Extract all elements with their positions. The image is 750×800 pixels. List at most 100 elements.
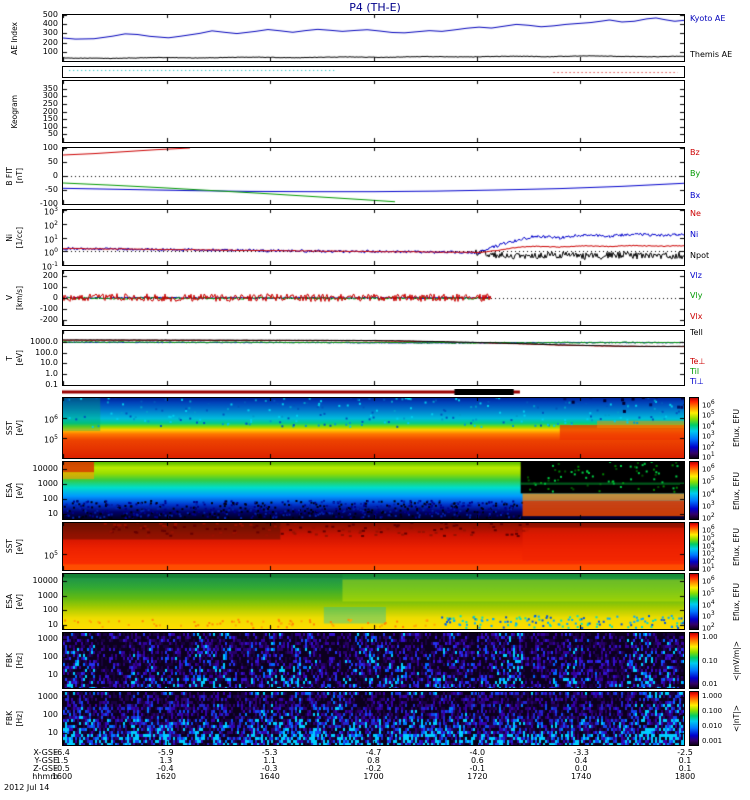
colorbar-sst_elec <box>689 522 699 571</box>
ytick-v: -100 <box>39 303 58 313</box>
xaxis-value: -0.2 <box>365 764 382 773</box>
panel-mode <box>62 389 685 395</box>
ytick-fbk_e: 100 <box>42 651 58 661</box>
xaxis-value: -0.5 <box>54 764 70 773</box>
colorbar-unit-text: <|mV/m|> <box>732 640 741 681</box>
panel-ni <box>62 209 685 266</box>
xaxis-value: 1.5 <box>55 756 69 765</box>
xaxis-value: 0.6 <box>470 756 484 765</box>
ytick-v: 0 <box>52 293 58 302</box>
ytick-esa_elec: 1000 <box>37 590 58 600</box>
panel-esa_ion-canvas <box>63 462 684 519</box>
series-label-ThemisAE: Themis AE <box>690 50 733 60</box>
panel-v-canvas <box>63 271 684 325</box>
colorbar-tick-sst_ion: 105 <box>702 409 715 420</box>
colorbar-tick-sst_ion: 103 <box>702 430 715 441</box>
ylabel-text: ESA <box>4 483 14 498</box>
panel-sst_elec-canvas <box>63 523 684 570</box>
ylabel-sst_elec: SST [eV] <box>2 522 26 571</box>
colorbar-tick-sst_elec: 102 <box>702 555 715 566</box>
series-label-Vly: Vly <box>690 291 703 301</box>
colorbar-fbk_b <box>689 691 699 746</box>
colorbar-unit-text: Eflux, EFU <box>732 527 741 566</box>
ylabel-text: FBK <box>4 711 14 726</box>
colorbar-tick-esa_ion: 106 <box>702 463 715 474</box>
ylabel-text: V <box>4 295 14 301</box>
panel-fbk_e-canvas <box>63 633 684 688</box>
series-label-Tell: Tell <box>690 327 703 337</box>
ytick-fbk_b: 100 <box>42 709 58 719</box>
panel-sst_ion <box>62 397 685 459</box>
ytick-ni: 10-1 <box>41 261 58 272</box>
xaxis-row-label-YGSE: Y-GSE <box>34 756 58 765</box>
colorbar-tick-sst_ion: 102 <box>702 440 715 451</box>
ytick-fbk_e: 1000 <box>37 633 58 643</box>
ytick-keogram: 200 <box>42 106 58 116</box>
xaxis-row-label-XGSE: X-GSE <box>33 748 58 757</box>
xaxis-value: 0.1 <box>678 764 692 773</box>
ytick-fbk_e: 10 <box>47 670 58 680</box>
series-label-Ti: Ti⊥ <box>690 376 704 386</box>
ytick-esa_elec: 100 <box>42 605 58 615</box>
colorbar-tick-fbk_e: 0.01 <box>702 680 718 688</box>
series-label-Bx: Bx <box>690 190 701 200</box>
xaxis-value: 1640 <box>259 772 280 781</box>
ylabel-text: SST <box>4 420 14 436</box>
ytick-esa_elec: 10000 <box>32 575 58 585</box>
panel-v <box>62 270 685 326</box>
colorbar-tick-sst_elec: 104 <box>702 539 715 550</box>
colorbar-sst_ion <box>689 397 699 459</box>
ytick-ni: 102 <box>43 219 58 231</box>
ytick-esa_ion: 10 <box>47 509 58 519</box>
panel-t-canvas <box>63 331 684 385</box>
ytick-ni: 100 <box>43 247 58 258</box>
ytick-keogram: 350 <box>42 83 58 93</box>
panel-ae <box>62 14 685 62</box>
colorbar-tick-esa_ion: 103 <box>702 499 715 511</box>
ytick-esa_ion: 10000 <box>32 464 58 474</box>
series-label-Npot: Npot <box>690 250 710 260</box>
colorbar-tick-sst_ion: 106 <box>702 399 715 410</box>
panel-esa_elec <box>62 573 685 630</box>
colorbar-tick-esa_elec: 105 <box>702 586 715 598</box>
series-label-Vlz: Vlz <box>690 270 702 280</box>
panel-flag <box>62 66 685 78</box>
xaxis-value: -6.4 <box>54 748 70 757</box>
ytick-v: 200 <box>42 271 58 281</box>
ytick-keogram: 250 <box>42 98 58 108</box>
ytick-t: 1000.0 <box>30 336 58 346</box>
panel-bfit-canvas <box>63 148 684 204</box>
xaxis-value: 1.1 <box>263 756 276 765</box>
colorbar-tick-sst_ion: 104 <box>702 419 715 431</box>
ytick-ae: 300 <box>42 28 58 38</box>
ytick-esa_ion: 1000 <box>37 479 58 489</box>
ytick-esa_elec: 10 <box>47 619 58 629</box>
ytick-ae: 100 <box>42 46 58 56</box>
colorbar-tick-esa_ion: 104 <box>702 487 715 498</box>
colorbar-esa_elec <box>689 573 699 630</box>
panel-bfit <box>62 147 685 205</box>
colorbar-fbk_e <box>689 632 699 689</box>
colorbar-tick-fbk_e: 1.00 <box>702 633 718 641</box>
colorbar-tick-fbk_b: 1.000 <box>702 692 723 700</box>
panel-t <box>62 330 685 386</box>
colorbar-tick-sst_elec: 106 <box>702 524 715 535</box>
colorbar-tick-sst_ion: 101 <box>702 451 715 462</box>
panel-keogram-canvas <box>63 81 684 142</box>
xaxis-value: 0.1 <box>678 756 692 765</box>
colorbar-tick-esa_elec: 102 <box>702 622 715 633</box>
ylabel-text: ESA <box>4 594 14 609</box>
panel-fbk_e <box>62 632 685 689</box>
colorbar-unit-text: <|nT|> <box>732 705 741 732</box>
series-label-Vlx: Vlx <box>690 312 703 322</box>
colorbar-esa_ion <box>689 461 699 520</box>
colorbar-tick-sst_elec: 103 <box>702 547 715 558</box>
colorbar-unit-esa_ion: Eflux, EFU <box>732 461 741 520</box>
xaxis-value: 0.0 <box>574 764 588 773</box>
series-label-Bz: Bz <box>690 147 700 157</box>
colorbar-unit-text: Eflux, EFU <box>732 471 741 510</box>
colorbar-tick-sst_elec: 101 <box>702 563 715 574</box>
colorbar-unit-sst_ion: Eflux, EFU <box>732 397 741 459</box>
ytick-sst_ion: 106 <box>43 414 58 425</box>
